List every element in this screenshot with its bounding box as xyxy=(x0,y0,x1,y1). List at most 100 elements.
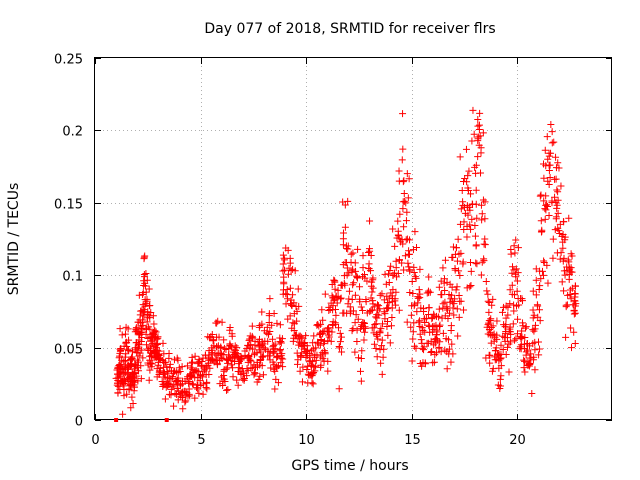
data-point xyxy=(381,270,389,278)
data-point xyxy=(572,282,580,290)
data-point xyxy=(343,244,351,252)
data-point xyxy=(475,126,483,134)
data-point xyxy=(571,340,579,348)
data-point xyxy=(248,322,256,330)
data-point xyxy=(251,349,259,357)
data-point xyxy=(274,352,282,360)
data-point xyxy=(568,344,576,352)
data-point xyxy=(436,321,444,329)
data-point xyxy=(406,236,414,244)
data-point xyxy=(165,380,173,388)
data-point xyxy=(506,286,514,294)
data-point xyxy=(454,235,462,243)
data-point xyxy=(382,280,390,288)
data-point xyxy=(174,369,182,377)
data-point xyxy=(544,177,552,185)
data-point xyxy=(514,269,522,277)
data-point xyxy=(443,303,451,311)
data-point xyxy=(514,244,522,252)
data-point xyxy=(132,324,140,332)
data-point xyxy=(372,344,380,352)
data-point xyxy=(312,344,320,352)
data-point xyxy=(394,227,402,235)
data-point xyxy=(477,169,485,177)
data-point xyxy=(474,137,482,145)
data-point xyxy=(279,260,287,268)
data-point xyxy=(407,323,415,331)
data-point xyxy=(338,348,346,356)
data-point xyxy=(536,345,544,353)
data-point xyxy=(543,133,551,141)
data-point xyxy=(529,314,537,322)
data-point xyxy=(246,356,254,364)
data-points xyxy=(112,106,580,422)
data-point xyxy=(448,340,456,348)
data-point xyxy=(289,319,297,327)
chart-title: Day 077 of 2018, SRMTID for receiver flr… xyxy=(204,21,495,37)
data-point xyxy=(439,300,447,308)
data-point xyxy=(413,244,421,252)
data-point xyxy=(199,380,207,388)
data-point xyxy=(174,356,182,364)
data-point xyxy=(449,350,457,358)
data-point xyxy=(165,349,173,357)
data-point xyxy=(276,345,284,353)
data-point xyxy=(344,300,352,308)
data-point xyxy=(559,257,567,265)
data-point xyxy=(145,285,153,293)
data-point xyxy=(321,350,329,358)
data-point xyxy=(309,380,317,388)
data-point xyxy=(470,130,478,138)
data-point xyxy=(367,306,375,314)
data-point xyxy=(402,217,410,225)
data-point xyxy=(293,317,301,325)
data-point xyxy=(567,324,575,332)
data-point xyxy=(170,402,178,410)
data-point xyxy=(566,268,574,276)
data-point xyxy=(135,367,143,375)
data-point xyxy=(348,327,356,335)
data-point xyxy=(537,275,545,283)
data-point xyxy=(229,373,237,381)
data-point xyxy=(273,319,281,327)
data-point xyxy=(557,182,565,190)
data-point xyxy=(534,302,542,310)
data-point xyxy=(406,289,414,297)
data-point xyxy=(552,153,560,161)
data-point xyxy=(309,358,317,366)
data-point xyxy=(481,215,489,223)
data-point xyxy=(508,281,516,289)
data-point xyxy=(289,291,297,299)
data-point xyxy=(531,346,539,354)
data-point xyxy=(384,317,392,325)
data-point xyxy=(140,270,148,278)
data-point xyxy=(512,236,520,244)
data-point xyxy=(281,256,289,264)
data-point xyxy=(451,266,459,274)
y-tick-label: 0.2 xyxy=(62,125,83,140)
data-point xyxy=(402,199,410,207)
data-point xyxy=(542,162,550,170)
data-point xyxy=(286,284,294,292)
data-point xyxy=(547,120,555,128)
data-point xyxy=(267,364,275,372)
data-point xyxy=(510,307,518,315)
data-point xyxy=(309,339,317,347)
data-point xyxy=(315,322,323,330)
data-point xyxy=(465,167,473,175)
data-point xyxy=(277,339,285,347)
data-point xyxy=(233,376,241,384)
data-point xyxy=(560,287,568,295)
data-point xyxy=(420,305,428,313)
data-point xyxy=(478,258,486,266)
data-point xyxy=(343,271,351,279)
data-point xyxy=(521,334,529,342)
data-point xyxy=(387,322,395,330)
grid-lines xyxy=(95,58,612,420)
data-point xyxy=(466,283,474,291)
data-point xyxy=(452,244,460,252)
data-point xyxy=(259,371,267,379)
data-point xyxy=(466,221,474,229)
data-point xyxy=(515,301,523,309)
